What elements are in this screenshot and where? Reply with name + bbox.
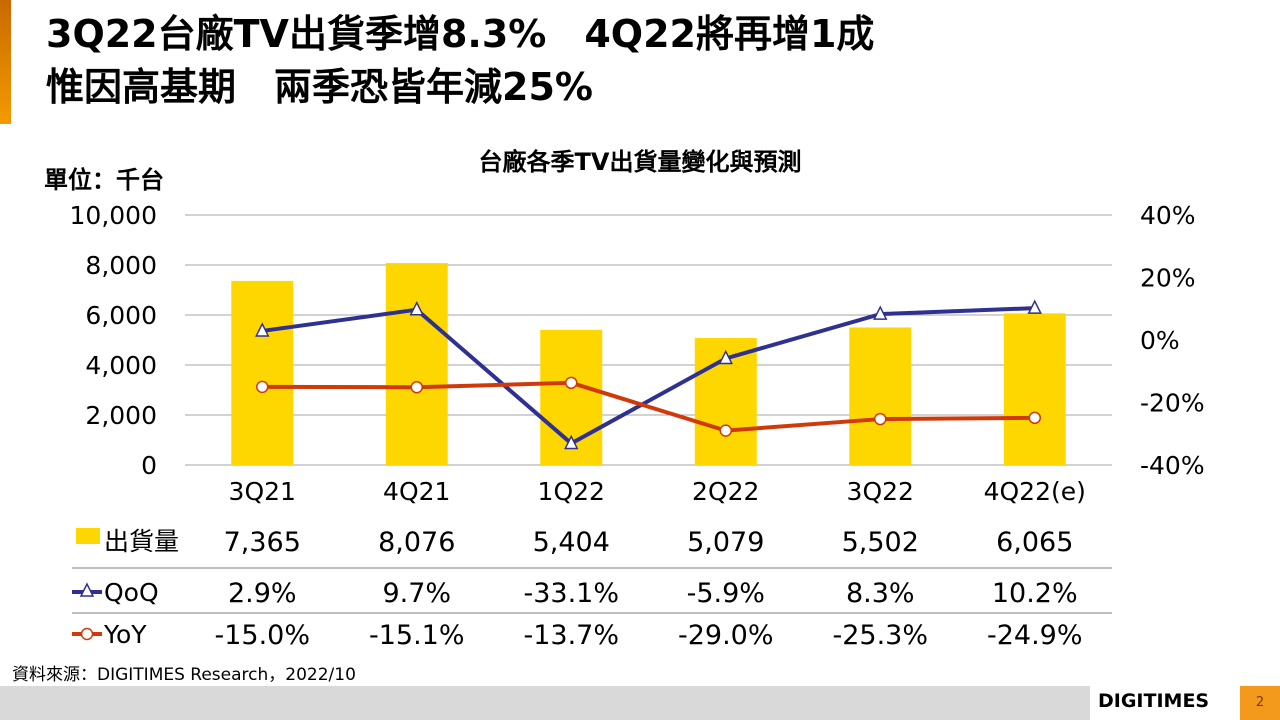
bar	[849, 327, 912, 465]
digitimes-logo: DIGITIMES	[1098, 690, 1210, 712]
legend-yoy-label: YoY	[103, 620, 147, 649]
data-label: -5.9%	[687, 578, 765, 609]
qoq-line	[261, 306, 1035, 446]
data-label: 7,365	[224, 527, 301, 558]
chart-title: 台廠各季TV出貨量變化與預測	[478, 148, 802, 176]
yoy-point	[719, 424, 732, 437]
data-label: -33.1%	[523, 578, 619, 609]
data-label: -24.9%	[987, 620, 1083, 651]
title-line-2: 惟因高基期 兩季恐皆年減25%	[46, 65, 593, 109]
qoq-point	[409, 301, 424, 316]
data-label: 5,502	[842, 527, 919, 558]
legend-circle-icon	[80, 627, 94, 641]
right-tick-label: 40%	[1140, 201, 1196, 230]
left-tick-label: 2,000	[85, 401, 157, 430]
bar	[1003, 313, 1066, 465]
data-label: -29.0%	[678, 620, 774, 651]
title-line-1: 3Q22台廠TV出貨季增8.3% 4Q22將再增1成	[46, 12, 875, 56]
yoy-line	[262, 380, 1035, 433]
right-tick-label: 0%	[1140, 326, 1180, 355]
page-number: 2	[1240, 686, 1280, 720]
right-tick-label: -40%	[1140, 451, 1205, 480]
data-label: -13.7%	[523, 620, 619, 651]
legend-qoq-label: QoQ	[104, 578, 159, 607]
left-tick-label: 0	[141, 451, 157, 480]
data-label: 8.3%	[846, 578, 915, 609]
slide-title: 3Q22台廠TV出貨季增8.3% 4Q22將再增1成 惟因高基期 兩季恐皆年減25…	[46, 8, 874, 114]
qoq-point	[564, 434, 579, 450]
data-label: 5,404	[533, 527, 610, 558]
qoq-point	[255, 322, 270, 337]
yoy-point	[565, 376, 578, 390]
right-tick-label: -20%	[1140, 389, 1205, 418]
yoy-point	[256, 380, 269, 394]
qoq-point	[718, 349, 733, 365]
data-label: 5,079	[687, 527, 764, 558]
data-label: 9.7%	[382, 578, 451, 609]
bar	[231, 280, 294, 465]
right-tick-label: 20%	[1140, 264, 1196, 293]
bar	[385, 263, 448, 465]
accent-bar	[0, 0, 11, 124]
data-label: -15.0%	[214, 620, 310, 651]
legend-triangle-icon	[79, 582, 95, 597]
data-label: 6,065	[996, 527, 1073, 558]
left-tick-label: 8,000	[85, 251, 157, 280]
category-label: 3Q21	[229, 477, 296, 506]
yoy-point	[410, 380, 423, 394]
category-label: 3Q22	[847, 477, 914, 506]
left-tick-label: 10,000	[70, 201, 157, 230]
left-tick-label: 6,000	[85, 301, 157, 330]
data-label: 10.2%	[992, 578, 1078, 609]
yoy-point	[874, 412, 887, 426]
category-label: 1Q22	[538, 477, 605, 506]
footer-bar	[0, 686, 1090, 720]
data-label: -15.1%	[369, 620, 465, 651]
left-tick-label: 4,000	[85, 351, 157, 380]
category-label: 4Q22(e)	[984, 477, 1086, 506]
qoq-point	[1027, 299, 1042, 314]
qoq-point	[873, 305, 888, 320]
legend-出貨量-label: 出貨量	[104, 527, 179, 556]
legend-bar-swatch	[76, 528, 100, 544]
category-label: 2Q22	[692, 477, 759, 506]
data-label: 8,076	[378, 527, 455, 558]
source-note: 資料來源：DIGITIMES Research，2022/10	[12, 665, 356, 685]
data-label: 2.9%	[228, 578, 297, 609]
yoy-point	[1028, 411, 1041, 425]
data-label: -25.3%	[832, 620, 928, 651]
unit-label: 單位：千台	[44, 166, 164, 194]
category-label: 4Q21	[383, 477, 450, 506]
